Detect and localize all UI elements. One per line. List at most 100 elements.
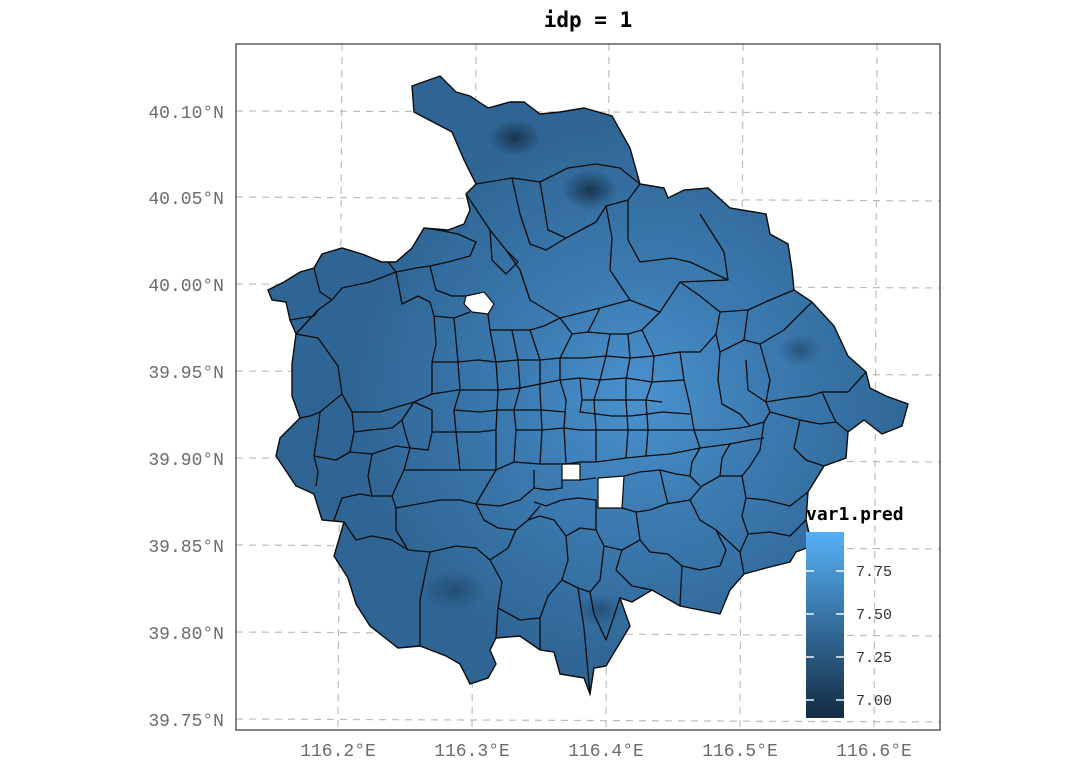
district-boundary (759, 343, 867, 403)
district-boundary (589, 545, 621, 641)
district-boundary (593, 333, 611, 462)
district-boundary (741, 421, 809, 507)
district-boundary (689, 447, 701, 477)
district-boundary (349, 445, 411, 497)
district-boundary (615, 539, 653, 591)
y-tick-label: 39.95°N (148, 364, 224, 384)
district-boundary (313, 267, 397, 301)
district-boundary (429, 265, 466, 297)
district-boundary (533, 480, 563, 491)
district-boundary (432, 333, 717, 363)
district-boundary (679, 565, 683, 607)
gridline-lat-39-75 (236, 718, 940, 723)
district-boundary (495, 607, 541, 639)
district-boundary (635, 499, 727, 571)
district-boundary (641, 329, 655, 357)
district-boundary (413, 401, 497, 433)
district-boundary (559, 307, 601, 335)
gridline-lon-116-6 (873, 44, 878, 730)
district-boundary (419, 551, 431, 646)
y-tick-label: 39.85°N (148, 538, 224, 558)
district-boundary (395, 469, 497, 509)
district-boundary (475, 470, 535, 507)
legend-colorbar (806, 532, 844, 718)
y-tick-label: 40.05°N (148, 190, 224, 210)
legend-tick-label: 7.50 (856, 607, 892, 624)
district-boundary (489, 229, 519, 275)
region-outline (267, 75, 909, 697)
district-boundary (627, 200, 729, 281)
district-boundary (577, 587, 591, 695)
district-boundary (715, 529, 741, 553)
y-tick-label: 39.80°N (148, 625, 224, 645)
district-boundary (605, 205, 631, 301)
district-boundary (745, 359, 771, 427)
district-boundary (679, 281, 795, 313)
district-boundary (299, 393, 343, 419)
district-boundary (313, 411, 321, 457)
district-boundary (351, 401, 415, 433)
district-boundary (793, 419, 825, 467)
district-boundary (679, 351, 701, 449)
prediction-surface (267, 75, 909, 697)
legend-title: var1.pred (806, 504, 904, 525)
panel-border (235, 43, 941, 731)
legend-tick-label: 7.75 (856, 564, 892, 581)
no-data-hole (561, 463, 581, 481)
district-boundary (367, 453, 373, 497)
legend: var1.pred 7.75 7.50 7.25 7.00 (806, 504, 904, 718)
district-boundary (313, 431, 355, 487)
district-boundary (453, 409, 567, 413)
district-boundary (333, 493, 409, 551)
x-tick-label: 116.6°E (836, 742, 912, 762)
x-axis: 116.2°E 116.3°E 116.4°E 116.5°E 116.6°E (300, 742, 912, 762)
legend-tick-label: 7.25 (856, 650, 892, 667)
no-data-hole (597, 475, 625, 509)
district-boundary (387, 227, 477, 273)
y-tick-label: 39.75°N (148, 712, 224, 732)
district-boundaries (289, 163, 867, 695)
y-tick-label: 39.90°N (148, 451, 224, 471)
district-boundary (527, 505, 541, 521)
low-value-patch (425, 570, 485, 610)
district-boundary (489, 559, 503, 609)
district-boundary (533, 497, 597, 507)
low-value-patch (562, 170, 618, 210)
legend-tick-label: 7.00 (856, 693, 892, 710)
district-boundary (516, 425, 751, 431)
y-tick-label: 40.10°N (148, 104, 224, 124)
district-boundary (475, 503, 623, 551)
district-boundary (579, 477, 597, 481)
x-tick-label: 116.2°E (300, 742, 376, 762)
y-tick-label: 40.00°N (148, 277, 224, 297)
district-boundary (559, 333, 573, 465)
district-boundary (289, 309, 319, 321)
district-boundary (401, 419, 411, 449)
district-boundary (579, 377, 663, 403)
low-value-patch (576, 594, 624, 626)
district-boundary (821, 391, 849, 433)
district-boundary (719, 443, 731, 477)
district-boundary (409, 431, 433, 451)
district-boundary (621, 507, 637, 513)
district-boundary (717, 351, 751, 427)
district-boundary (539, 181, 567, 239)
district-boundary (453, 317, 461, 471)
low-value-patch (778, 334, 822, 366)
district-boundary (431, 377, 685, 395)
x-tick-label: 116.4°E (568, 742, 644, 762)
district-boundary (511, 329, 521, 463)
district-boundary (769, 411, 837, 425)
x-tick-label: 116.3°E (434, 742, 510, 762)
district-boundary (623, 469, 701, 487)
district-boundary (625, 333, 631, 459)
low-value-patch (489, 120, 541, 156)
district-boundary (539, 535, 569, 650)
district-boundary (529, 329, 543, 465)
y-axis: 40.10°N 40.05°N 40.00°N 39.95°N 39.90°N … (148, 104, 224, 732)
district-boundary (715, 311, 745, 353)
district-boundary (741, 497, 807, 537)
district-boundary (487, 313, 561, 331)
map-title: idp = 1 (544, 8, 633, 32)
